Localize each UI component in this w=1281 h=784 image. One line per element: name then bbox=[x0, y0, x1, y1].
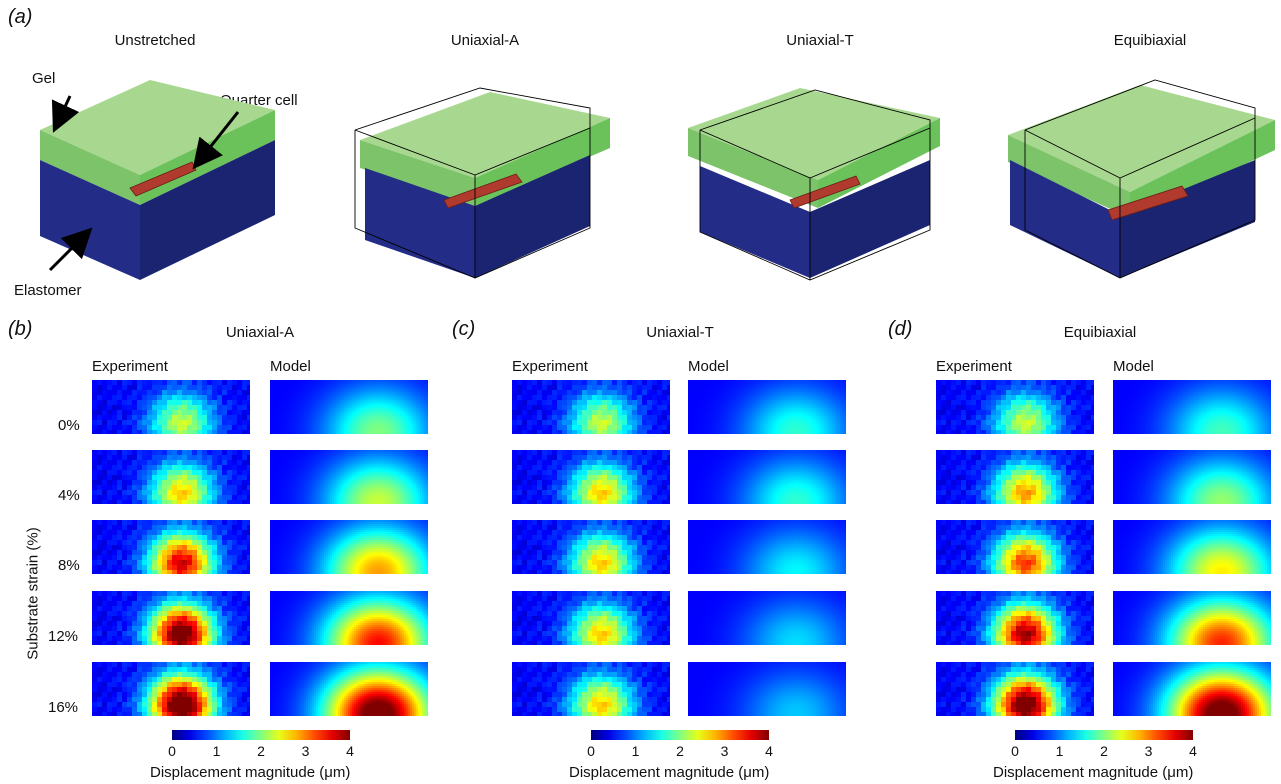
experiment-heatmap bbox=[92, 520, 250, 574]
panel-a-title-uniaxial-a: Uniaxial-A bbox=[425, 32, 545, 49]
model-heatmap bbox=[1113, 450, 1271, 504]
model-heatmap bbox=[1113, 662, 1271, 716]
colorbar-tick: 3 bbox=[721, 743, 729, 759]
panel-d-experiment-label: Experiment bbox=[936, 358, 1012, 375]
colorbar-tick: 0 bbox=[587, 743, 595, 759]
strain-level-4: 4% bbox=[58, 487, 80, 504]
experiment-heatmap bbox=[92, 380, 250, 434]
colorbar-c bbox=[591, 730, 769, 740]
colorbar-tick: 4 bbox=[1189, 743, 1197, 759]
colorbar-tick: 0 bbox=[168, 743, 176, 759]
panel-b-experiment-label: Experiment bbox=[92, 358, 168, 375]
colorbar-d bbox=[1015, 730, 1193, 740]
panel-a-title-unstretched: Unstretched bbox=[95, 32, 215, 49]
experiment-heatmap bbox=[512, 662, 670, 716]
colorbar-tick: 4 bbox=[346, 743, 354, 759]
panel-d-letter: (d) bbox=[888, 318, 912, 341]
model-heatmap bbox=[270, 520, 428, 574]
experiment-heatmap bbox=[512, 520, 670, 574]
model-heatmap bbox=[270, 450, 428, 504]
unstretched-block bbox=[40, 80, 275, 280]
strain-axis-label: Substrate strain (%) bbox=[25, 519, 42, 669]
experiment-heatmap bbox=[936, 450, 1094, 504]
model-heatmap bbox=[1113, 380, 1271, 434]
experiment-heatmap bbox=[92, 662, 250, 716]
panel-c-model-label: Model bbox=[688, 358, 729, 375]
uniaxial-t-block bbox=[688, 88, 940, 281]
uniaxial-a-block bbox=[354, 87, 610, 279]
model-heatmap bbox=[270, 380, 428, 434]
colorbar-tick: 2 bbox=[257, 743, 265, 759]
model-heatmap bbox=[1113, 591, 1271, 645]
colorbar-tick: 2 bbox=[676, 743, 684, 759]
model-heatmap bbox=[270, 662, 428, 716]
panel-c-letter: (c) bbox=[452, 318, 475, 341]
panel-b-model-label: Model bbox=[270, 358, 311, 375]
model-heatmap bbox=[688, 450, 846, 504]
experiment-heatmap bbox=[936, 662, 1094, 716]
panel-a-illustrations bbox=[40, 79, 1275, 281]
experiment-heatmap bbox=[512, 450, 670, 504]
colorbar-b bbox=[172, 730, 350, 740]
colorbar-tick: 1 bbox=[213, 743, 221, 759]
colorbar-tick: 0 bbox=[1011, 743, 1019, 759]
panel-c-title: Uniaxial-T bbox=[620, 324, 740, 341]
strain-level-0: 0% bbox=[58, 417, 80, 434]
colorbar-tick: 1 bbox=[1056, 743, 1064, 759]
model-heatmap bbox=[688, 662, 846, 716]
equibiaxial-block bbox=[1008, 79, 1275, 279]
experiment-heatmap bbox=[936, 380, 1094, 434]
panel-b-title: Uniaxial-A bbox=[200, 324, 320, 341]
elastomer-annotation: Elastomer bbox=[14, 282, 82, 299]
model-heatmap bbox=[688, 380, 846, 434]
strain-level-8: 8% bbox=[58, 557, 80, 574]
model-heatmap bbox=[688, 520, 846, 574]
model-heatmap bbox=[1113, 520, 1271, 574]
experiment-heatmap bbox=[92, 591, 250, 645]
colorbar-tick: 1 bbox=[632, 743, 640, 759]
panel-d-title: Equibiaxial bbox=[1040, 324, 1160, 341]
strain-level-16: 16% bbox=[48, 699, 78, 716]
colorbar-tick: 4 bbox=[765, 743, 773, 759]
colorbar-tick: 3 bbox=[1145, 743, 1153, 759]
model-heatmap bbox=[688, 591, 846, 645]
colorbar-tick: 2 bbox=[1100, 743, 1108, 759]
experiment-heatmap bbox=[512, 591, 670, 645]
colorbar-c-label: Displacement magnitude (μm) bbox=[569, 764, 769, 781]
colorbar-tick: 3 bbox=[302, 743, 310, 759]
panel-b-letter: (b) bbox=[8, 318, 32, 341]
experiment-heatmap bbox=[936, 591, 1094, 645]
experiment-heatmap bbox=[512, 380, 670, 434]
model-heatmap bbox=[270, 591, 428, 645]
panel-a-title-equibiaxial: Equibiaxial bbox=[1090, 32, 1210, 49]
experiment-heatmap bbox=[92, 450, 250, 504]
strain-level-12: 12% bbox=[48, 628, 78, 645]
panel-d-model-label: Model bbox=[1113, 358, 1154, 375]
panel-a-title-uniaxial-t: Uniaxial-T bbox=[760, 32, 880, 49]
experiment-heatmap bbox=[936, 520, 1094, 574]
gel-annotation: Gel bbox=[32, 70, 55, 87]
panel-c-experiment-label: Experiment bbox=[512, 358, 588, 375]
colorbar-d-label: Displacement magnitude (μm) bbox=[993, 764, 1193, 781]
colorbar-b-label: Displacement magnitude (μm) bbox=[150, 764, 350, 781]
panel-a-letter: (a) bbox=[8, 6, 32, 29]
